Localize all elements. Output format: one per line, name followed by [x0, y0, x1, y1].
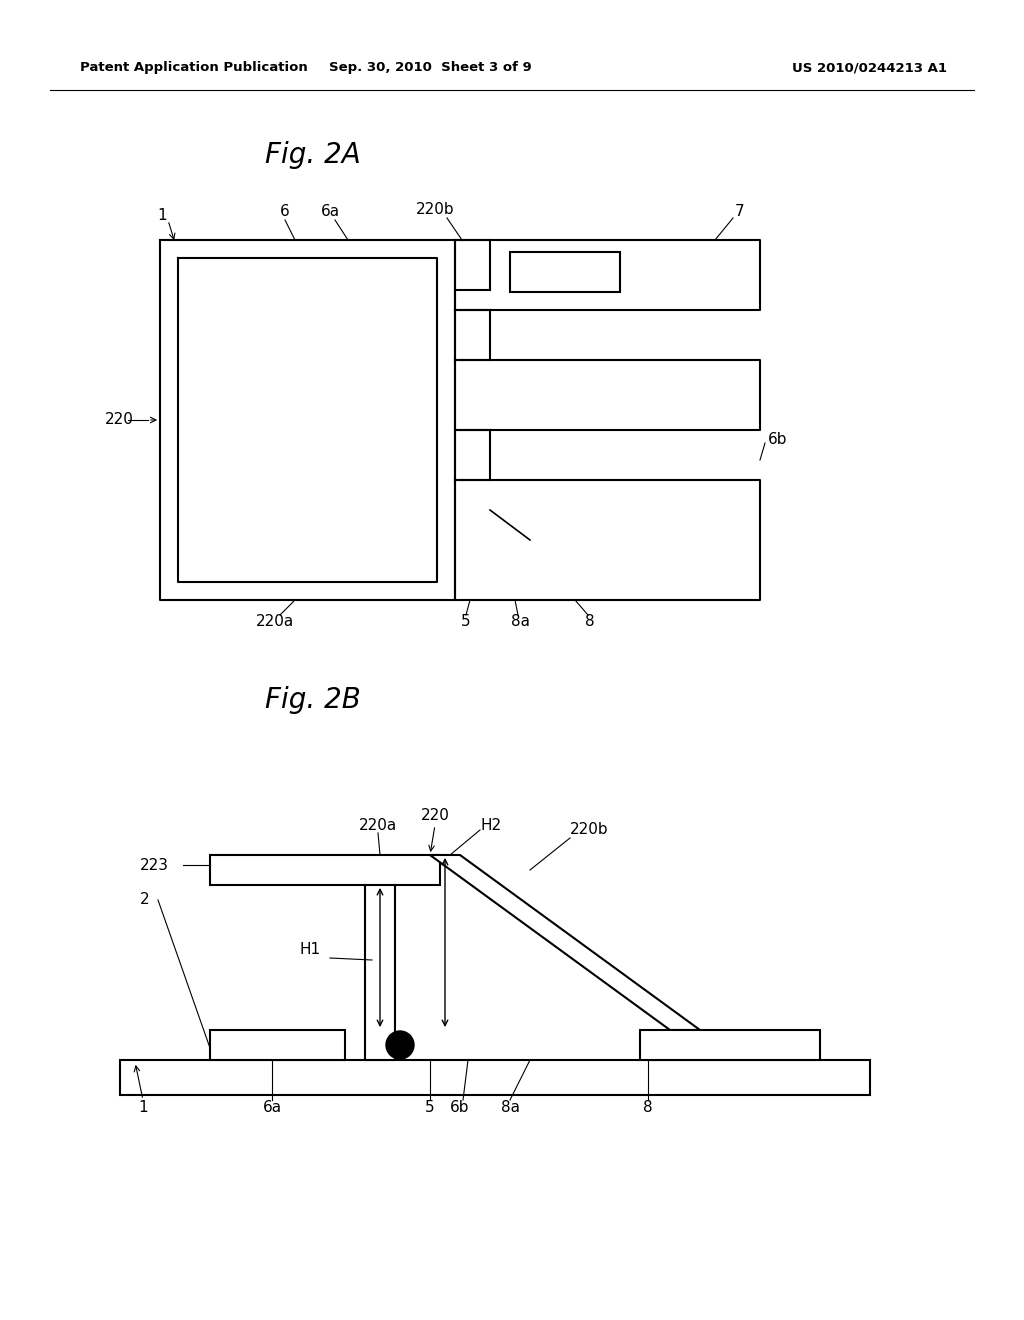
Text: 220b: 220b: [416, 202, 455, 218]
Text: 223: 223: [140, 858, 169, 873]
Text: 6b: 6b: [451, 1101, 470, 1115]
Bar: [365, 880, 395, 1060]
Text: H1: H1: [299, 942, 321, 957]
Text: 1: 1: [158, 207, 167, 223]
Text: 220a: 220a: [358, 817, 397, 833]
Polygon shape: [430, 855, 700, 1030]
Text: 8: 8: [585, 615, 595, 630]
Text: 7: 7: [735, 205, 744, 219]
Bar: [210, 1030, 345, 1060]
Text: 1: 1: [138, 1101, 147, 1115]
Text: Fig. 2A: Fig. 2A: [265, 141, 360, 169]
Text: 6a: 6a: [321, 205, 340, 219]
Text: 6a: 6a: [262, 1101, 282, 1115]
Text: 8a: 8a: [511, 615, 529, 630]
Text: 220a: 220a: [256, 615, 294, 630]
Text: 8a: 8a: [501, 1101, 519, 1115]
Text: 5: 5: [461, 615, 471, 630]
Text: 6b: 6b: [768, 433, 787, 447]
Text: 5: 5: [425, 1101, 435, 1115]
Text: 220: 220: [421, 808, 450, 822]
Text: 2: 2: [140, 892, 150, 908]
Bar: [120, 1060, 870, 1096]
Bar: [210, 855, 440, 884]
Text: 6: 6: [281, 205, 290, 219]
Bar: [640, 1030, 820, 1060]
Circle shape: [386, 1031, 414, 1059]
Text: 8: 8: [643, 1101, 653, 1115]
Text: 220: 220: [105, 412, 134, 428]
Text: H2: H2: [480, 817, 501, 833]
Text: Fig. 2B: Fig. 2B: [265, 686, 360, 714]
Bar: [510, 252, 620, 292]
Text: Sep. 30, 2010  Sheet 3 of 9: Sep. 30, 2010 Sheet 3 of 9: [329, 62, 531, 74]
Text: 220b: 220b: [570, 822, 608, 837]
Text: Patent Application Publication: Patent Application Publication: [80, 62, 308, 74]
Text: US 2010/0244213 A1: US 2010/0244213 A1: [793, 62, 947, 74]
